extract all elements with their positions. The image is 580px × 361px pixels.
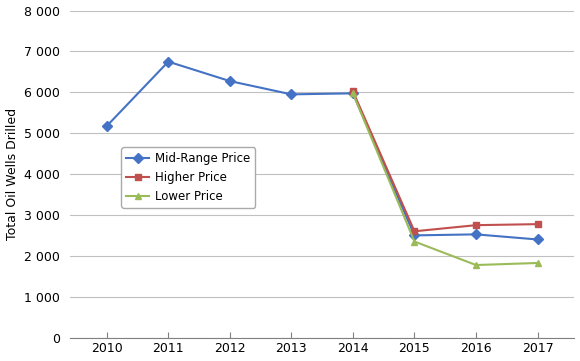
Line: Higher Price: Higher Price	[349, 88, 541, 235]
Higher Price	[534, 222, 541, 226]
Lower Price	[473, 263, 480, 267]
Line: Lower Price: Lower Price	[349, 90, 541, 269]
Mid-Range Price	[288, 92, 295, 96]
Y-axis label: Total Oil Wells Drilled: Total Oil Wells Drilled	[6, 108, 19, 240]
Mid-Range Price	[473, 232, 480, 236]
Mid-Range Price	[103, 124, 110, 128]
Line: Mid-Range Price: Mid-Range Price	[103, 58, 541, 243]
Mid-Range Price	[411, 233, 418, 238]
Lower Price	[349, 91, 356, 96]
Mid-Range Price	[165, 60, 172, 64]
Mid-Range Price	[349, 91, 356, 96]
Lower Price	[534, 261, 541, 265]
Lower Price	[411, 239, 418, 244]
Legend: Mid-Range Price, Higher Price, Lower Price: Mid-Range Price, Higher Price, Lower Pri…	[121, 147, 255, 208]
Higher Price	[349, 89, 356, 93]
Mid-Range Price	[534, 237, 541, 242]
Mid-Range Price	[226, 79, 233, 83]
Higher Price	[473, 223, 480, 227]
Higher Price	[411, 229, 418, 234]
